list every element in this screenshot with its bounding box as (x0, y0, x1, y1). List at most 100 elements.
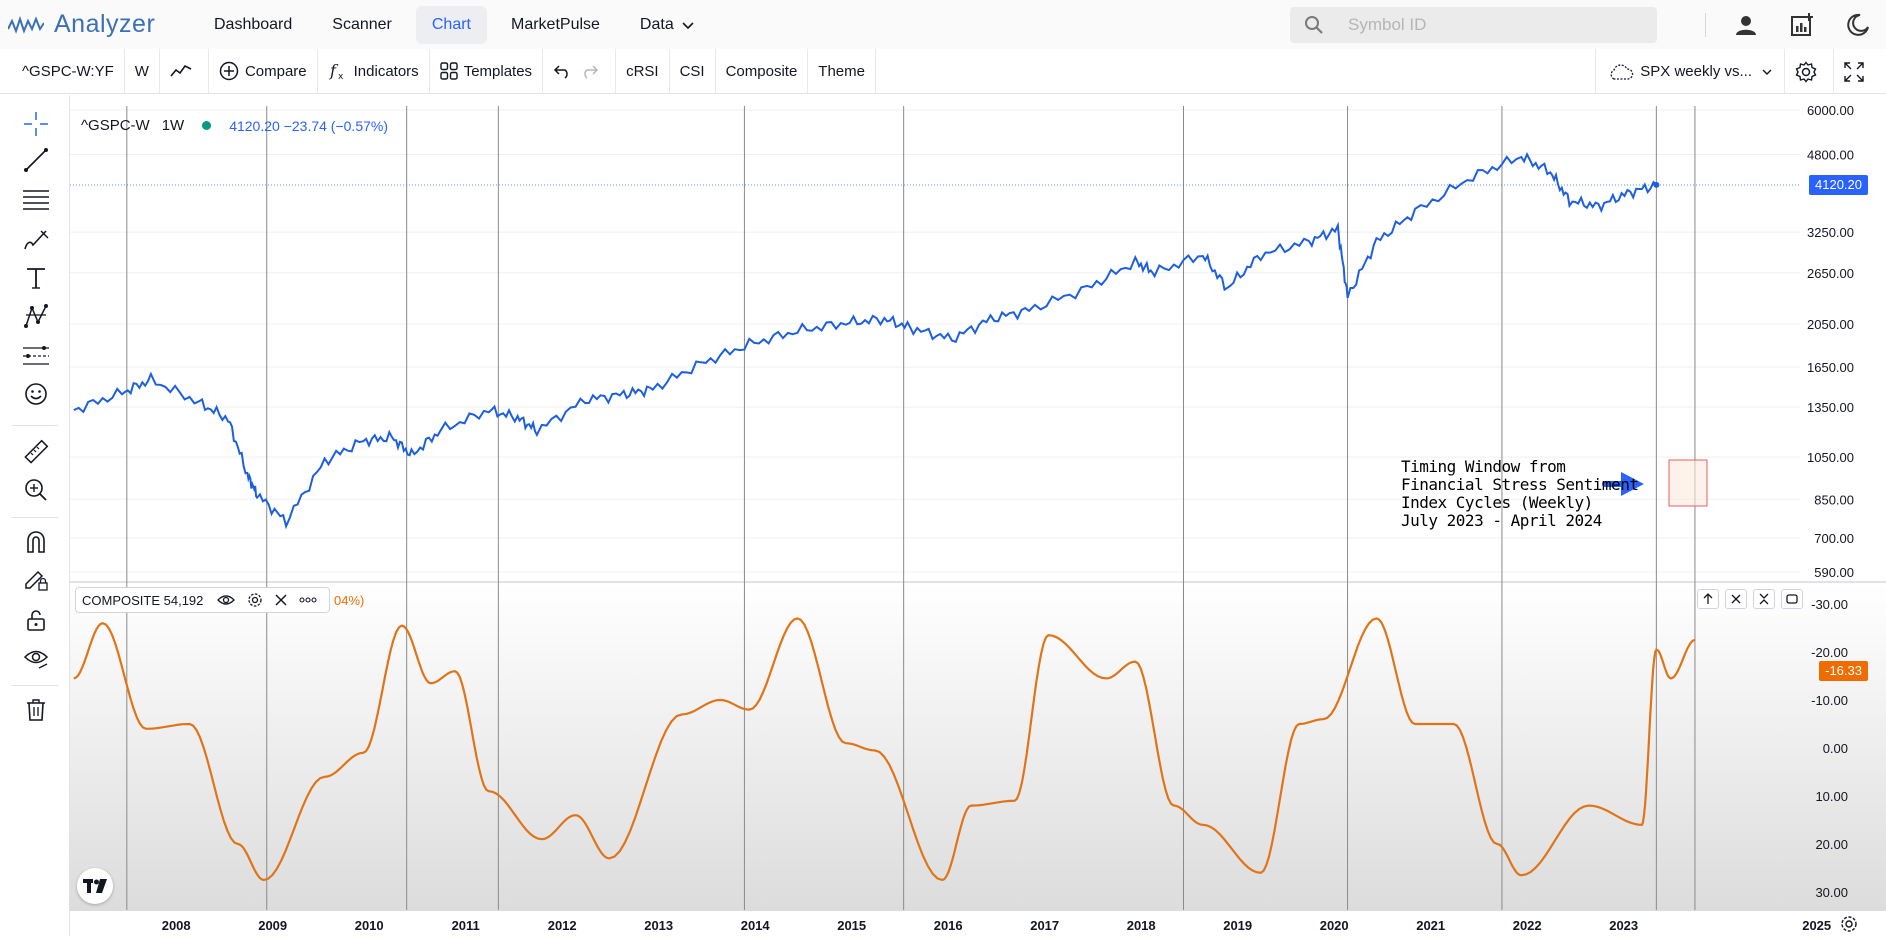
nav-dashboard[interactable]: Dashboard (214, 15, 293, 33)
waveform-icon (8, 15, 44, 34)
time-axis-label: 2011 (452, 918, 480, 933)
collapse-pane-button[interactable] (1753, 589, 1775, 609)
svg-text:f: f (329, 61, 339, 80)
price-axis-label: 3250.00 (1807, 225, 1854, 240)
measure-tool[interactable] (21, 437, 51, 467)
time-axis-label: 2018 (1127, 918, 1156, 933)
composite-button[interactable]: Composite (716, 48, 809, 94)
trendline-tool[interactable] (21, 145, 51, 175)
layout-selector[interactable]: SPX weekly vs... (1595, 49, 1785, 94)
indicator-legend: COMPOSITE 54,192 (75, 587, 331, 613)
time-axis-label: 2023 (1609, 918, 1638, 933)
user-icon[interactable] (1734, 13, 1758, 37)
templates-label: Templates (463, 62, 533, 80)
grid-icon (439, 62, 458, 80)
symbol-selector[interactable]: ^GSPC-W:YF (0, 48, 125, 94)
time-axis-label: 2017 (1030, 918, 1059, 933)
indicator-pane-background (70, 583, 1886, 911)
app-logo[interactable]: Analyzer (8, 10, 198, 39)
magnet-icon (27, 531, 45, 553)
settings-button[interactable] (1785, 49, 1834, 94)
eye-icon[interactable] (217, 593, 236, 607)
indicators-label: Indicators (353, 62, 419, 80)
hide-drawings-tool[interactable] (21, 643, 51, 673)
nav-marketpulse[interactable]: MarketPulse (511, 15, 600, 33)
fullscreen-button[interactable] (1834, 49, 1886, 94)
zoom-tool[interactable] (21, 475, 51, 505)
chevron-down-icon (682, 21, 694, 29)
tradingview-logo[interactable] (77, 868, 113, 904)
time-axis-label: 2010 (355, 918, 384, 933)
lock-drawings-tool[interactable] (21, 605, 51, 635)
text-tool[interactable] (21, 263, 51, 293)
theme-button[interactable]: Theme (808, 48, 876, 94)
nav-scanner[interactable]: Scanner (332, 15, 392, 33)
price-axis-label: 1050.00 (1807, 450, 1854, 465)
pattern-tool[interactable] (21, 301, 51, 331)
nav-chart[interactable]: Chart (415, 5, 487, 44)
close-pane-button[interactable] (1725, 589, 1747, 609)
emoji-tool[interactable] (21, 379, 51, 409)
toolbar-right: SPX weekly vs... (1595, 49, 1886, 94)
ruler-icon (24, 439, 49, 464)
price-last-point (1653, 181, 1660, 188)
nav-data[interactable]: Data (624, 6, 710, 44)
crsi-button[interactable]: cRSI (616, 48, 670, 94)
delete-drawings-tool[interactable] (21, 695, 51, 725)
price-axis-label: 2050.00 (1807, 317, 1854, 332)
interval-selector[interactable]: W (125, 48, 160, 94)
forecast-tool[interactable] (21, 341, 51, 371)
move-pane-up-button[interactable] (1697, 589, 1719, 609)
gear-icon[interactable] (1840, 915, 1858, 933)
maximize-pane-button[interactable] (1781, 589, 1803, 609)
layout-name: SPX weekly vs... (1640, 63, 1752, 80)
pattern-icon (24, 304, 48, 328)
magnet-tool[interactable] (21, 527, 51, 557)
compare-button[interactable]: Compare (209, 48, 318, 94)
timing-window-annotation[interactable]: Timing Window from Financial Stress Senti… (1401, 458, 1639, 530)
indicator-value-fragment: 04%) (334, 593, 365, 608)
composite-series-line (73, 617, 1696, 882)
redo-icon[interactable] (579, 63, 599, 79)
symbol-search[interactable]: Symbol ID (1290, 7, 1657, 43)
smiley-icon (25, 383, 47, 405)
close-icon[interactable] (275, 594, 287, 606)
stay-in-drawing-tool[interactable] (21, 565, 51, 595)
more-icon[interactable] (299, 597, 317, 603)
annotation-line: Index Cycles (Weekly) (1401, 493, 1593, 512)
chart-type-button[interactable] (160, 48, 209, 94)
trash-icon (27, 699, 45, 721)
time-axis-label: 2016 (934, 918, 963, 933)
templates-button[interactable]: Templates (430, 48, 544, 94)
dark-mode-icon[interactable] (1846, 13, 1870, 37)
time-axis-label: 2025 (1802, 918, 1831, 933)
divider (1705, 12, 1706, 37)
close-icon (1731, 594, 1741, 604)
crosshair-tool[interactable] (21, 109, 51, 139)
ruler-lines-icon (23, 346, 49, 365)
time-axis-label: 2015 (837, 918, 866, 933)
indicator-label[interactable]: COMPOSITE 54,192 (82, 592, 204, 608)
price-last-value-tag: 4120.20 (1809, 175, 1868, 195)
time-axis-label: 2019 (1223, 918, 1252, 933)
arrow-up-icon (1703, 593, 1713, 604)
gear-icon[interactable] (247, 592, 263, 608)
add-chart-icon[interactable] (1790, 12, 1814, 37)
csi-button[interactable]: CSI (670, 48, 716, 94)
legend-symbol[interactable]: ^GSPC-W (81, 117, 150, 134)
price-legend: ^GSPC-W 1W 4120.20 −23.74 (−0.57%) (81, 117, 388, 134)
composite-axis-label: 20.00 (1815, 837, 1848, 852)
time-axis-label: 2013 (644, 918, 673, 933)
composite-axis-label: -30.00 (1811, 597, 1848, 612)
brush-tool[interactable] (21, 225, 51, 255)
divider (12, 517, 58, 518)
cloud-icon (1610, 63, 1634, 80)
annotation-line: July 2023 - April 2024 (1401, 511, 1602, 530)
pencil-lock-icon (25, 570, 48, 591)
undo-icon[interactable] (553, 63, 573, 79)
fib-tool[interactable] (21, 185, 51, 215)
tv-logo-icon (83, 879, 107, 893)
eye-icon (23, 650, 49, 669)
